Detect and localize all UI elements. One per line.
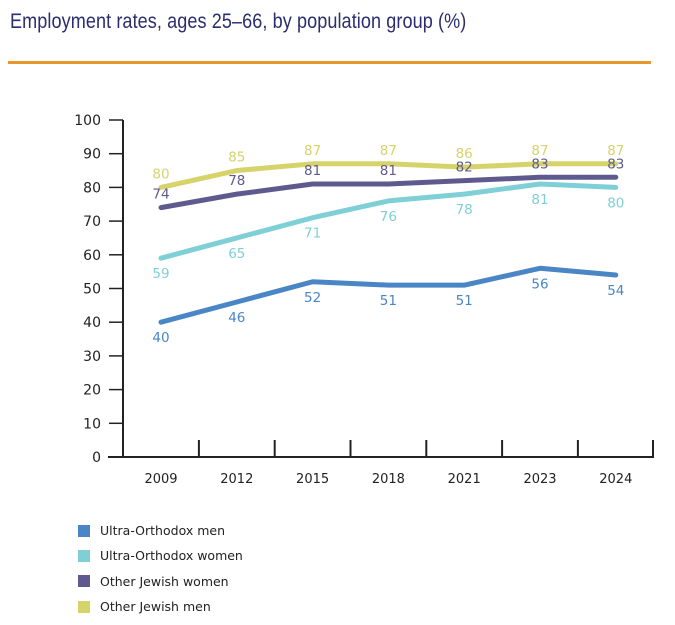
series-line-ultra-orthodox-men: [158, 265, 619, 325]
legend-label: Other Jewish women: [100, 573, 229, 589]
data-label: 56: [531, 276, 548, 292]
y-tick-label: 30: [83, 349, 101, 365]
x-tick-label: 2009: [144, 472, 177, 487]
data-label: 87: [304, 143, 321, 159]
legend-item: Ultra-Orthodox women: [78, 543, 243, 568]
data-label: 83: [531, 156, 548, 172]
data-label: 81: [380, 163, 397, 179]
data-label: 83: [607, 156, 624, 172]
line-chart: 0 10 20 30 40 50 60 70 80 90 100 2009 2012 2015 2018 20…: [74, 113, 654, 487]
data-label: 40: [152, 330, 169, 346]
y-tick-label: 100: [74, 113, 101, 129]
legend-label: Ultra-Orthodox men: [100, 523, 225, 539]
series-line-other-jewish-men: [158, 161, 619, 190]
data-label: 71: [304, 226, 321, 242]
legend-item: Other Jewish women: [78, 569, 243, 594]
legend-item: Other Jewish men: [78, 594, 243, 619]
x-tick-label: 2015: [296, 472, 329, 487]
x-tick-label: 2018: [372, 472, 405, 487]
data-label: 85: [228, 150, 245, 166]
y-tick-label: 70: [83, 214, 101, 230]
chart-title: Employment rates, ages 25–66, by populat…: [10, 10, 467, 33]
data-label: 87: [380, 143, 397, 159]
data-label: 78: [456, 202, 473, 218]
x-tick-label: 2012: [220, 472, 253, 487]
data-label: 51: [380, 293, 397, 309]
data-label: 87: [531, 143, 548, 159]
x-tick-label: 2024: [599, 472, 632, 487]
legend-item: Ultra-Orthodox men: [78, 518, 243, 543]
series-line-other-jewish-women: [158, 174, 619, 211]
data-label: 81: [531, 192, 548, 208]
data-label: 51: [456, 293, 473, 309]
y-tick-label: 20: [83, 383, 101, 399]
title-divider: [8, 61, 651, 64]
legend-swatch: [78, 524, 90, 537]
legend-swatch: [78, 600, 90, 613]
data-label: 78: [228, 173, 245, 189]
data-label: 82: [456, 160, 473, 176]
series-line-ultra-orthodox-women: [158, 181, 619, 261]
data-label: 59: [152, 266, 169, 282]
data-label: 80: [152, 166, 169, 182]
data-label: 74: [152, 187, 169, 203]
y-tick-label: 90: [83, 147, 101, 163]
legend-label: Other Jewish men: [100, 599, 211, 615]
axes: 0 10 20 30 40 50 60 70 80 90 100 2009 2012 2015 2018 20…: [74, 113, 654, 487]
legend-swatch: [78, 549, 90, 562]
y-tick-label: 0: [92, 450, 101, 466]
legend-swatch: [78, 575, 90, 588]
y-tick-label: 60: [83, 248, 101, 264]
x-tick-label: 2023: [523, 472, 556, 487]
series-lines: [158, 161, 619, 325]
y-tick-label: 10: [83, 416, 101, 432]
y-tick-label: 40: [83, 315, 101, 331]
data-label: 76: [380, 209, 397, 225]
data-labels: 40 46 52 51 51 56 54 59 65 71 76 78 81 80 74 78 81 81 82 83…: [152, 143, 624, 346]
legend: Ultra-Orthodox men Ultra-Orthodox women Ot…: [78, 518, 243, 619]
data-label: 86: [456, 146, 473, 162]
data-label: 80: [607, 195, 624, 211]
y-tick-label: 80: [83, 180, 101, 196]
data-label: 52: [304, 290, 321, 306]
data-label: 54: [607, 283, 624, 299]
data-label: 87: [607, 143, 624, 159]
y-tick-label: 50: [83, 282, 101, 298]
legend-label: Ultra-Orthodox women: [100, 548, 243, 564]
x-tick-label: 2021: [448, 472, 481, 487]
data-label: 65: [228, 246, 245, 262]
data-label: 46: [228, 310, 245, 326]
data-label: 81: [304, 163, 321, 179]
